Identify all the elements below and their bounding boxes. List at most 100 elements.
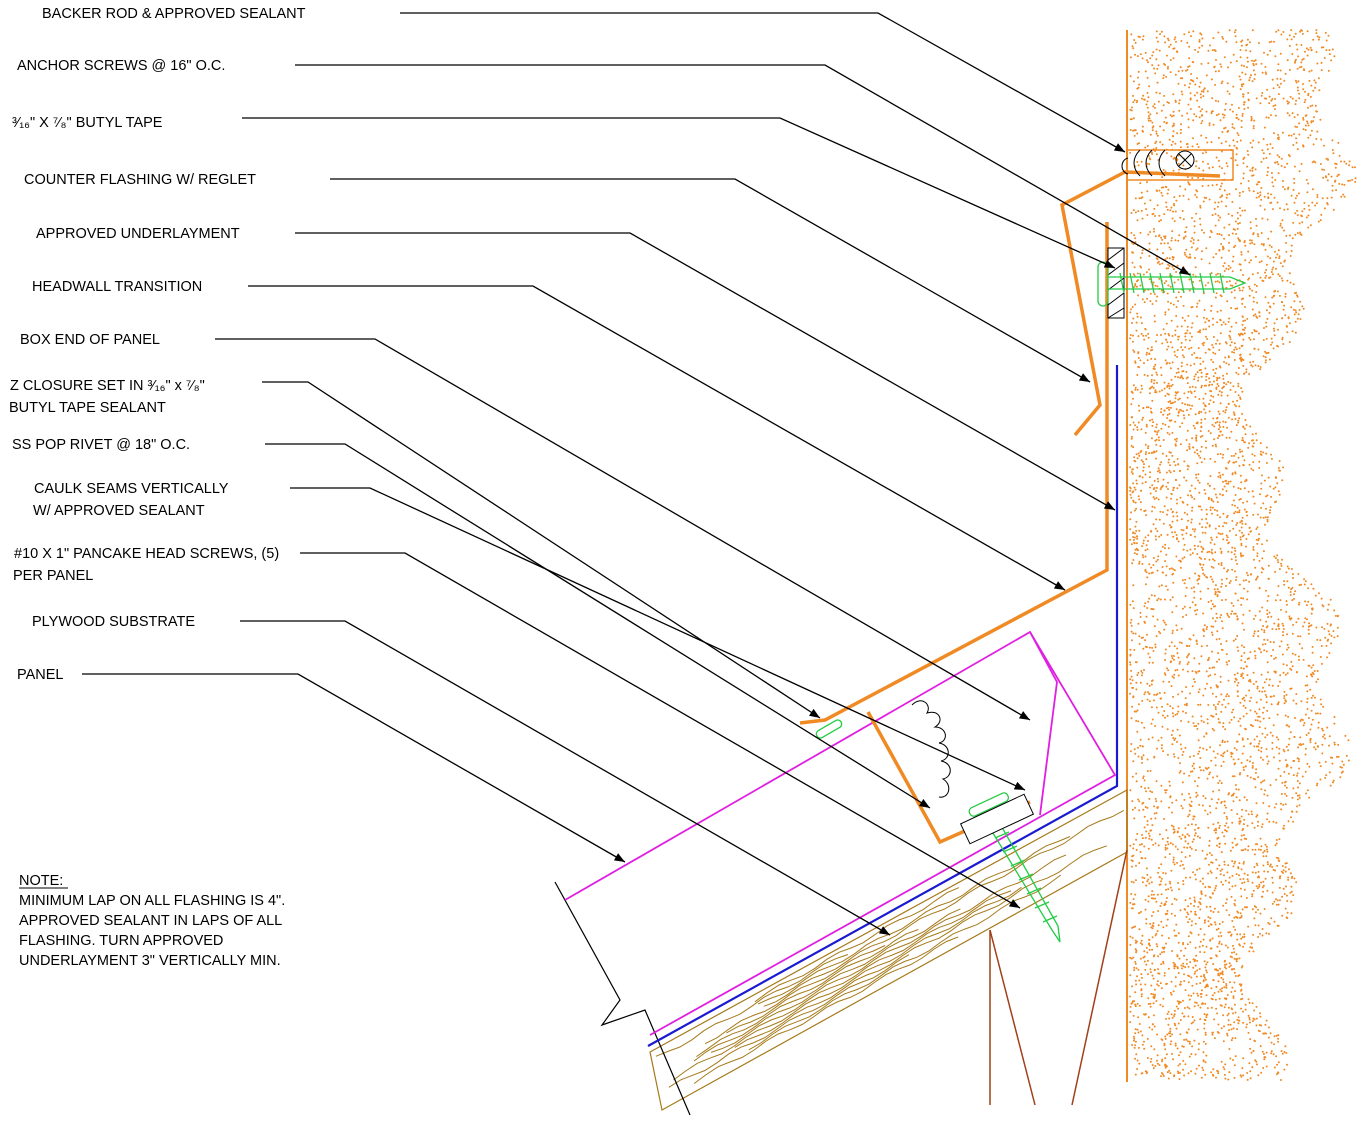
dot [1163, 104, 1165, 106]
dot [1260, 845, 1262, 847]
dot [1298, 313, 1300, 315]
dot [1232, 847, 1234, 849]
dot [1221, 987, 1223, 989]
dot [1149, 835, 1151, 837]
dot [1311, 724, 1313, 726]
dot [1160, 963, 1162, 965]
dot [1135, 720, 1137, 722]
dot [1156, 812, 1158, 814]
dot [1137, 747, 1139, 749]
dot [1157, 82, 1159, 84]
dot [1277, 154, 1279, 156]
dot [1248, 442, 1250, 444]
dot [1249, 239, 1251, 241]
dot [1232, 462, 1234, 464]
dot [1161, 1060, 1163, 1062]
dot [1227, 82, 1229, 84]
dot [1219, 319, 1221, 321]
dot [1303, 724, 1305, 726]
dot [1278, 838, 1280, 840]
dot [1248, 286, 1250, 288]
dot [1180, 443, 1182, 445]
dot [1212, 166, 1214, 168]
dot [1235, 613, 1237, 615]
dot [1270, 784, 1272, 786]
dot [1235, 233, 1237, 235]
dot [1234, 990, 1236, 992]
dot [1160, 237, 1162, 239]
dot [1173, 826, 1175, 828]
dot [1168, 426, 1170, 428]
dot [1236, 933, 1238, 935]
dot [1335, 615, 1337, 617]
dot [1194, 376, 1196, 378]
dot [1134, 266, 1136, 268]
dot [1282, 132, 1284, 134]
dot [1202, 152, 1204, 154]
dot [1238, 974, 1240, 976]
dot [1181, 365, 1183, 367]
dot [1177, 1048, 1179, 1050]
dot [1243, 705, 1245, 707]
dot [1264, 351, 1266, 353]
dot [1199, 482, 1201, 484]
dot [1227, 66, 1229, 68]
dot [1197, 723, 1199, 725]
dot [1134, 1047, 1136, 1049]
dot [1305, 125, 1307, 127]
dot [1277, 84, 1279, 86]
dot [1215, 343, 1217, 345]
dot [1258, 925, 1260, 927]
dot [1205, 137, 1207, 139]
dot [1243, 459, 1245, 461]
dot [1132, 860, 1134, 862]
dot [1136, 374, 1138, 376]
dot [1275, 1055, 1277, 1057]
dot [1315, 138, 1317, 140]
dot [1230, 157, 1232, 159]
dot [1217, 822, 1219, 824]
dot [1133, 1036, 1135, 1038]
dot [1206, 142, 1208, 144]
dot [1235, 322, 1237, 324]
dot [1223, 1040, 1225, 1042]
dot [1191, 801, 1193, 803]
dot [1205, 376, 1207, 378]
dot [1249, 1070, 1251, 1072]
dot [1290, 901, 1292, 903]
dot [1222, 753, 1224, 755]
dot [1237, 682, 1239, 684]
dot [1195, 1054, 1197, 1056]
dot [1167, 589, 1169, 591]
dot [1226, 516, 1228, 518]
dot [1258, 461, 1260, 463]
dot [1291, 599, 1293, 601]
dot [1237, 507, 1239, 509]
dot [1176, 899, 1178, 901]
dot [1260, 442, 1262, 444]
dot [1306, 47, 1308, 49]
dot [1215, 422, 1217, 424]
dot [1259, 933, 1261, 935]
dot [1235, 524, 1237, 526]
dot [1166, 1053, 1168, 1055]
dot [1266, 318, 1268, 320]
dot [1195, 435, 1197, 437]
dot [1267, 661, 1269, 663]
dot [1275, 557, 1277, 559]
dot [1178, 291, 1180, 293]
dot [1263, 629, 1265, 631]
dot [1198, 751, 1200, 753]
dot [1148, 1003, 1150, 1005]
dot [1287, 716, 1289, 718]
dot [1264, 908, 1266, 910]
dot [1251, 60, 1253, 62]
dot [1258, 690, 1260, 692]
dot [1264, 727, 1266, 729]
dot [1232, 842, 1234, 844]
dot [1220, 932, 1222, 934]
dot [1234, 547, 1236, 549]
dot [1293, 878, 1295, 880]
dot [1145, 909, 1147, 911]
dot [1205, 379, 1207, 381]
